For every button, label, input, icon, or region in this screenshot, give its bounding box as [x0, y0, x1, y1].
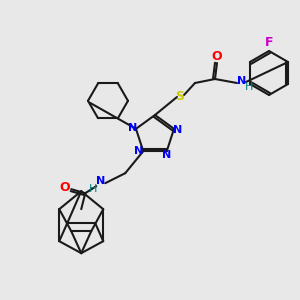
Text: H: H [89, 184, 98, 194]
Text: N: N [173, 125, 183, 135]
Text: F: F [265, 37, 273, 50]
Text: N: N [128, 123, 138, 133]
Text: N: N [237, 76, 247, 86]
Text: N: N [96, 176, 105, 186]
Text: N: N [162, 150, 171, 160]
Text: H: H [245, 82, 253, 92]
Text: S: S [176, 89, 184, 103]
Text: O: O [212, 50, 222, 62]
Text: N: N [134, 146, 143, 156]
Text: O: O [59, 181, 70, 194]
